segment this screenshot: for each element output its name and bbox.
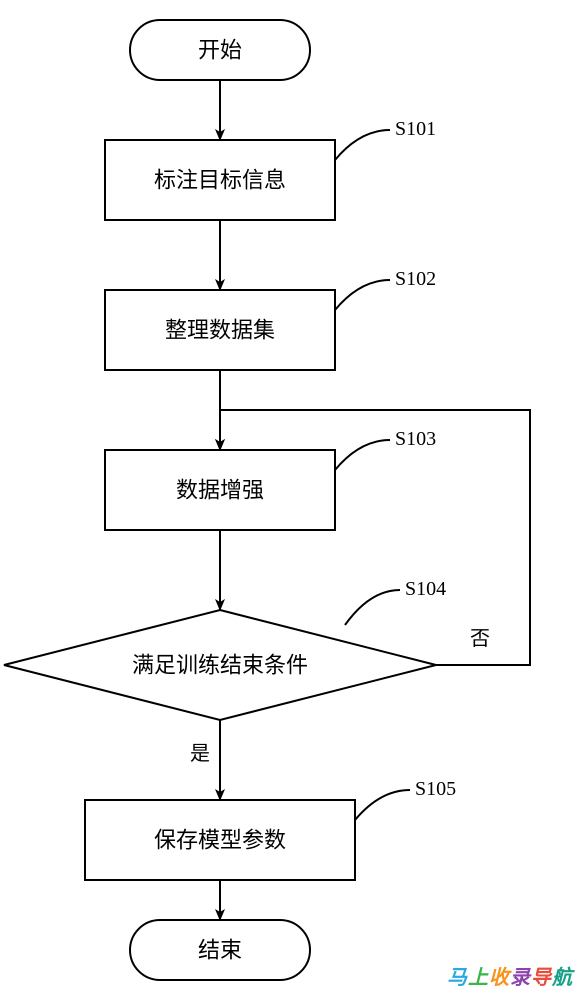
node-label-start: 开始 [198,38,242,63]
node-s102: 整理数据集 [105,290,335,370]
tag-s101: S101 [395,118,436,140]
node-s103: 数据增强 [105,450,335,530]
node-end: 结束 [130,920,310,980]
node-label-s101: 标注目标信息 [154,168,286,193]
lead-s105 [355,790,410,820]
node-s104: 满足训练结束条件 [4,610,436,720]
edge-label-6: 否 [470,628,490,650]
tag-s102: S102 [395,268,436,290]
watermark: 马上收录导航 [447,961,573,990]
node-s101: 标注目标信息 [105,140,335,220]
tag-s104: S104 [405,578,446,600]
lead-s102 [335,280,390,310]
node-label-s105: 保存模型参数 [154,828,286,853]
node-s105: 保存模型参数 [85,800,355,880]
node-label-end: 结束 [198,938,242,963]
lead-s104 [345,590,400,625]
node-start: 开始 [130,20,310,80]
lead-s101 [335,130,390,160]
edge-label-4: 是 [190,743,210,765]
node-label-s102: 整理数据集 [165,318,275,343]
flowchart-canvas: 是 否 开始标注目标信息整理数据集数据增强满足训练结束条件保存模型参数结束 S10… [0,0,583,1000]
node-label-s104: 满足训练结束条件 [132,653,308,678]
tag-s103: S103 [395,428,436,450]
lead-s103 [335,440,390,470]
node-label-s103: 数据增强 [176,478,264,503]
tag-s105: S105 [415,778,456,800]
